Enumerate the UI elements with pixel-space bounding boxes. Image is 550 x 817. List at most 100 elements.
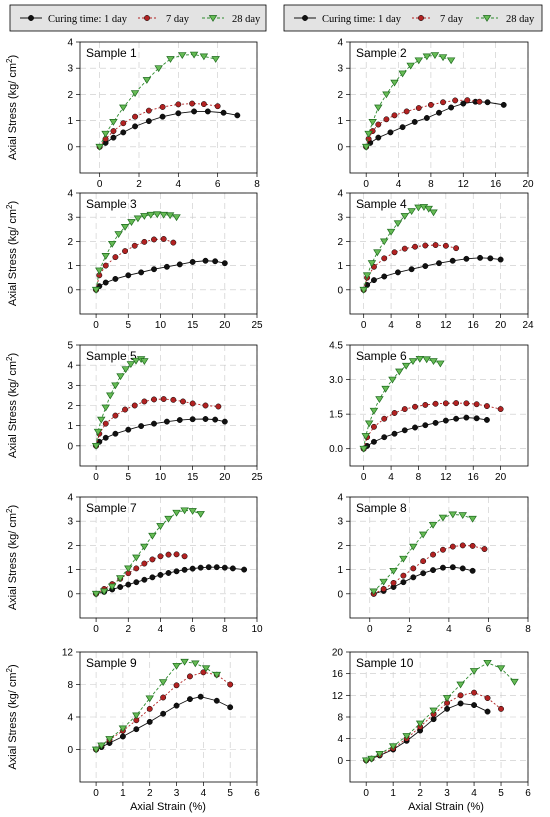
data-point-28-day [191,660,200,668]
data-point-1-day [189,416,196,423]
data-point-1-day [149,574,156,581]
x-tick-label: 2 [407,624,413,635]
data-point-7-day [371,423,377,430]
data-point-28-day [369,407,379,415]
data-point-28-day [119,104,128,112]
data-point-7-day [112,254,119,261]
panel-title: Sample 10 [356,656,414,670]
data-point-1-day [449,257,456,264]
data-point-28-day [407,208,416,216]
x-tick-label: 2 [136,179,142,190]
data-point-28-day [91,442,101,450]
panel-title: Sample 4 [356,197,407,211]
panel-title: Sample 8 [356,501,407,515]
x-tick-label: 0 [361,472,367,483]
y-tick-label: 0 [67,285,73,296]
data-point-28-day [468,515,477,523]
data-point-28-day [107,240,117,248]
data-point-28-day [361,757,371,765]
data-point-7-day [157,553,164,560]
data-point-28-day [178,52,187,60]
y-tick-label: 2 [67,541,73,552]
data-point-1-day [497,256,504,263]
data-point-1-day [213,564,220,571]
plot-frame [79,41,258,174]
x-tick-label: 15 [187,320,199,331]
y-tick-label: 3 [337,517,343,528]
data-point-1-day [110,134,117,141]
data-point-28-day [429,707,438,715]
data-point-28-day [364,130,373,138]
y-tick-label: 4 [67,493,73,504]
y-tick-label: 12 [332,691,344,702]
x-tick-label: 5 [227,788,233,799]
x-tick-label: 5 [125,320,131,331]
data-point-7-day [391,249,398,256]
data-point-28-day [124,565,133,573]
panel-8: 0 2 4 6 8 0 1 2 3 4 Sample 8 [337,493,531,636]
data-point-7-day [214,103,221,110]
data-point-28-day [496,665,506,673]
data-point-1-day [102,434,109,441]
data-point-7-day [141,560,148,567]
data-point-28-day [145,695,154,703]
x-tick-label: 8 [222,624,228,635]
y-tick-label: 4 [67,38,73,49]
data-point-28-day [374,104,383,112]
data-point-1-day [145,118,152,125]
data-point-28-day [415,720,425,728]
data-point-28-day [165,212,175,220]
plot-frame [349,496,529,619]
data-point-1-day [197,564,204,571]
series-line-28-day [95,358,145,446]
x-tick-label: 20 [495,320,507,331]
data-point-28-day [130,90,140,97]
data-point-1-day [133,726,140,733]
data-point-28-day [107,583,117,591]
data-point-1-day [138,269,145,276]
series-line-28-day [363,358,441,449]
data-point-28-day [105,736,114,743]
series-line-7-day [365,99,480,147]
x-tick-label: 5 [125,472,131,483]
data-point-7-day [132,113,139,120]
data-point-28-day [388,743,398,751]
data-point-1-day [117,584,124,590]
data-point-28-day [364,420,374,428]
data-point-28-day [422,53,432,61]
data-point-7-day [160,396,167,402]
x-axis-label-right: Axial Strain (%) [408,801,484,813]
y-tick-label: 0 [67,589,73,600]
data-point-7-day [149,556,156,563]
x-tick-label: 12 [440,472,452,483]
y-tick-label: 5 [67,341,73,352]
data-point-28-day [211,56,220,63]
data-point-1-day [420,570,427,577]
data-point-28-day [422,356,431,364]
data-point-7-day [375,121,382,128]
data-point-1-day [221,564,228,571]
data-point-7-day [120,120,127,127]
data-point-28-day [361,143,371,151]
data-point-28-day [140,543,149,551]
data-point-28-day [132,554,141,562]
y-axis-label: Axial Stress (kg/ cm2) [5,505,19,610]
data-point-7-day [432,400,439,407]
data-point-1-day [213,697,220,704]
x-tick-label: 8 [416,320,422,331]
data-point-28-day [93,428,103,436]
data-point-1-day [220,109,227,116]
data-point-1-day [163,418,170,425]
legend-marker-1-day [28,15,34,21]
data-point-1-day [399,124,406,131]
data-point-7-day [412,403,418,410]
data-point-7-day [200,101,207,108]
data-point-7-day [131,402,138,409]
data-point-7-day [473,401,480,408]
data-point-7-day [146,705,153,712]
data-point-7-day [471,689,478,696]
data-point-1-day [221,260,228,267]
plot-frame [79,192,258,315]
data-point-7-day [381,255,388,262]
